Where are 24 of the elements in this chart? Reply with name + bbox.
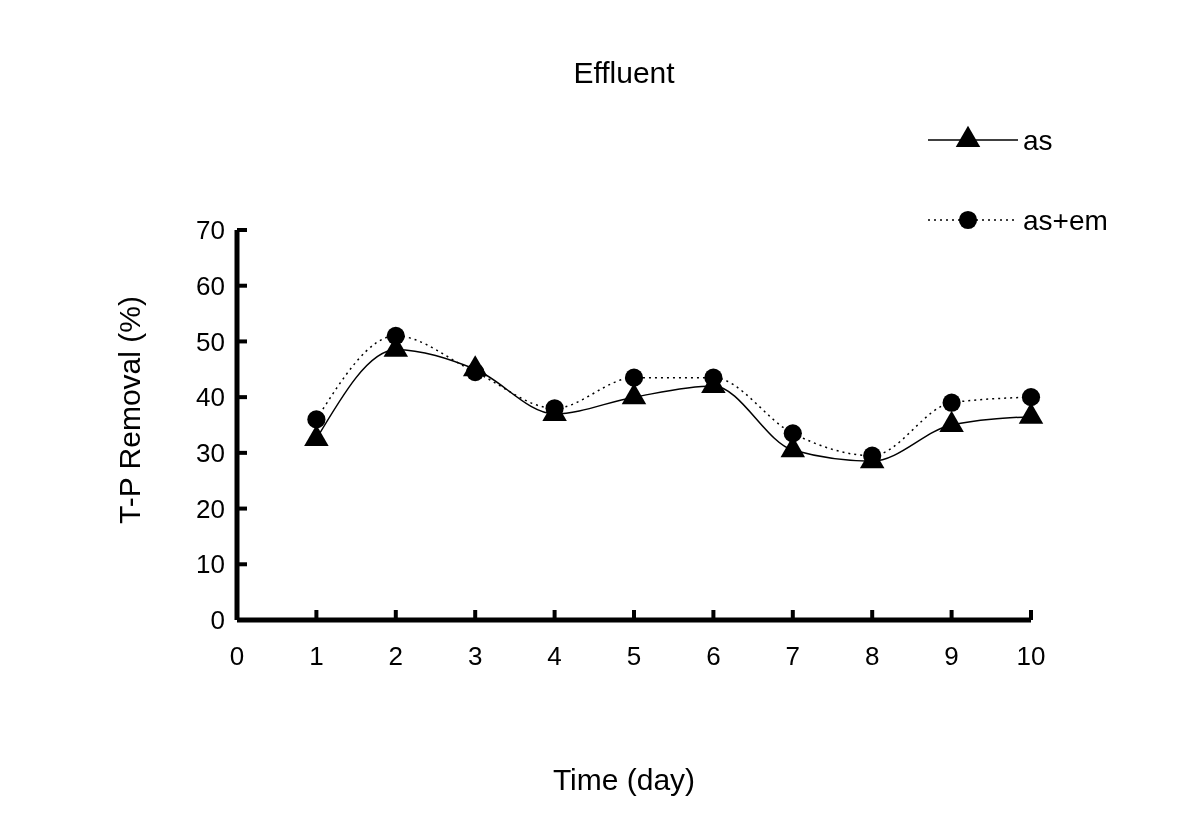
y-tick-label: 10: [196, 549, 225, 580]
x-tick-label: 9: [944, 641, 959, 671]
x-tick-label: 5: [626, 641, 642, 671]
x-tick-label: 0: [229, 641, 245, 671]
y-axis-title: T-P Removal (%): [113, 296, 146, 524]
chart-title: Effluent: [573, 56, 676, 89]
legend-label: as: [1023, 124, 1053, 156]
y-tick-label: 60: [196, 270, 225, 301]
y-tick-label: 20: [196, 493, 225, 524]
x-axis-title: Time (day): [552, 763, 696, 796]
x-tick-label: 8: [864, 641, 880, 671]
y-tick-label: 0: [210, 605, 225, 636]
x-tick-label: 2: [388, 641, 404, 671]
x-tick-label: 10: [1016, 641, 1046, 671]
y-tick-label: 70: [196, 215, 225, 246]
x-tick-label: 7: [785, 641, 801, 671]
legend-label: as+em: [1023, 204, 1108, 236]
x-tick-label: 3: [467, 641, 483, 671]
y-tick-label: 30: [196, 437, 225, 468]
x-tick-label: 4: [547, 641, 562, 671]
x-tick-label: 6: [706, 641, 721, 671]
y-tick-label: 50: [196, 326, 225, 357]
x-tick-label: 1: [309, 641, 324, 671]
y-tick-label: 40: [196, 382, 225, 413]
